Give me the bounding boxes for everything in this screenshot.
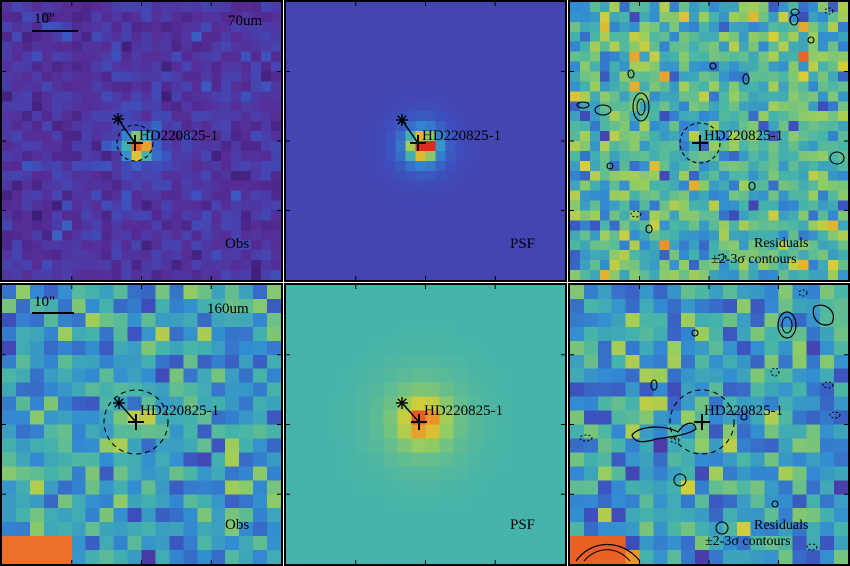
- observed-image-160um: [2, 285, 281, 564]
- panel-160um-residuals: HD220825-1 Residuals ±2-3σ contours: [568, 283, 850, 566]
- scale-bar-label: 10": [34, 294, 56, 310]
- overlay-160um-psf: [286, 285, 565, 564]
- panel-caption: PSF: [510, 236, 536, 252]
- aperture-circle: [669, 389, 735, 455]
- residual-contour: [631, 422, 697, 443]
- overlay-160um-observed: [2, 285, 281, 564]
- observed-image-70um: [2, 2, 281, 280]
- offset-line: [118, 402, 137, 423]
- panel-caption: Obs: [225, 517, 250, 533]
- aperture-circle: [116, 124, 154, 162]
- panel-caption: Residuals: [754, 518, 809, 533]
- source-label: HD220825-1: [140, 403, 220, 419]
- source-label: HD220825-1: [704, 128, 784, 144]
- panel-70um-psf: HD220825-1 PSF: [284, 0, 567, 282]
- overlay-70um-observed: [2, 2, 281, 280]
- source-label: HD220825-1: [139, 128, 219, 144]
- source-label: HD220825-1: [424, 403, 504, 419]
- scale-bar-label: 10": [34, 11, 56, 27]
- psf-image-70um: [286, 2, 565, 280]
- residual-image-70um: [570, 2, 848, 280]
- psf-image-160um: [286, 285, 565, 564]
- panel-caption: Obs: [225, 236, 250, 252]
- overlay-160um-residuals: [570, 285, 848, 564]
- panel-160um-psf: HD220825-1 PSF: [284, 283, 567, 566]
- overlay-70um-residuals: [570, 2, 848, 280]
- contour-caption: ±2-3σ contours: [711, 252, 797, 267]
- overlay-70um-psf: [286, 2, 565, 280]
- wavelength-label: 160um: [207, 301, 249, 317]
- residual-contour: [632, 92, 650, 122]
- panel-70um-observed: 10" 70um HD220825-1 Obs: [0, 0, 283, 282]
- panel-caption: Residuals: [754, 236, 809, 251]
- residual-image-160um: [570, 285, 848, 564]
- source-label: HD220825-1: [704, 403, 784, 419]
- panel-caption: PSF: [510, 517, 536, 533]
- aperture-circle: [103, 389, 169, 455]
- aperture-circle: [679, 122, 721, 164]
- offset-line: [401, 119, 419, 144]
- panel-70um-residuals: HD220825-1 Residuals ±2-3σ contours: [568, 0, 850, 282]
- offset-line: [117, 118, 136, 144]
- source-label: HD220825-1: [422, 128, 502, 144]
- panel-160um-observed: 10" 160um HD220825-1 Obs: [0, 283, 283, 566]
- wavelength-label: 70um: [228, 13, 263, 29]
- offset-line: [401, 402, 420, 423]
- contour-caption: ±2-3σ contours: [705, 534, 791, 549]
